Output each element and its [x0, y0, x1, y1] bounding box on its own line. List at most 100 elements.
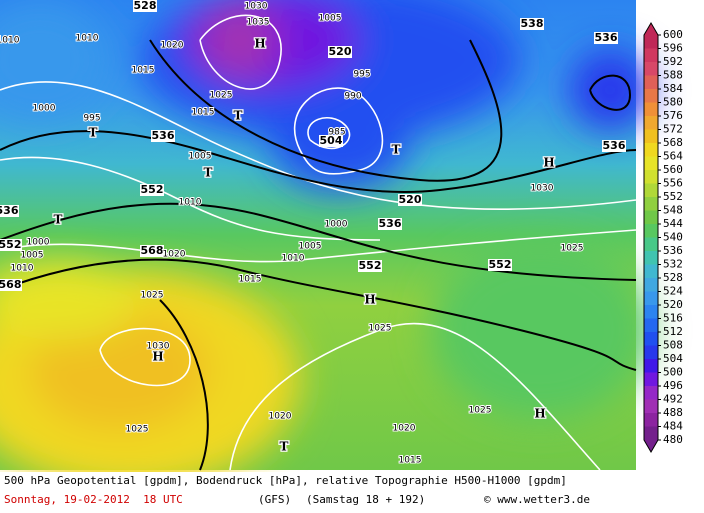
pressure-center: H: [254, 37, 265, 51]
colorbar-tick-label: 492: [663, 393, 683, 406]
colorbar-band: [644, 332, 658, 346]
colorbar-band: [644, 210, 658, 225]
isobar-label: 1015: [192, 108, 215, 118]
colorbar-band: [644, 197, 658, 211]
footer-title: 500 hPa Geopotential [gpdm], Bodendruck …: [4, 474, 567, 487]
height-label: 536: [152, 129, 175, 142]
colorbar-band: [644, 35, 658, 49]
isobar-label: 1000: [325, 220, 348, 230]
pressure-center: T: [280, 440, 289, 454]
height-label-box: [0, 205, 19, 217]
colorbar-band: [644, 386, 658, 400]
colorbar-tick-label: 488: [663, 406, 683, 419]
colorbar-tick-label: 568: [663, 136, 683, 149]
colorbar-band: [644, 129, 658, 144]
height-label: 520: [329, 45, 352, 58]
colorbar-band: [644, 372, 658, 387]
colorbar-tick-label: 588: [663, 69, 683, 82]
isobar-label: 1010: [76, 34, 99, 44]
pressure-center: T: [54, 213, 63, 227]
isobar-label: 1015: [132, 66, 155, 76]
colorbar-tick-label: 540: [663, 231, 683, 244]
height-label: 552: [489, 258, 512, 271]
colorbar-band: [644, 143, 658, 157]
colorbar-band: [644, 399, 658, 414]
colorbar-tick-label: 552: [663, 190, 683, 203]
isobar-label: 1025: [369, 324, 392, 334]
isobar-label: 1030: [531, 184, 554, 194]
colorbar-tick-label: 500: [663, 366, 683, 379]
isobar-label: 995: [83, 114, 100, 124]
weather-map: 528 1030 1035 H 1005 520 538 536 1010 1010 1020 101…: [0, 0, 683, 472]
colorbar-band: [644, 224, 658, 238]
isobar-label: 1020: [269, 412, 292, 422]
footer-date: Sonntag, 19-02-2012 18 UTC: [4, 493, 183, 506]
colorbar-tick-label: 548: [663, 204, 683, 217]
colorbar-band: [644, 345, 658, 360]
height-label-box: [133, 0, 157, 12]
colorbar-tick-label: 496: [663, 379, 683, 392]
isobar-label: 1005: [21, 251, 44, 261]
colorbar-tick-label: 580: [663, 96, 683, 109]
height-label: 536: [0, 204, 19, 217]
colorbar-arrow-bottom: [644, 440, 658, 452]
colorbar-tick-label: 480: [663, 433, 683, 446]
isobar-label: 1005: [299, 242, 322, 252]
height-label-box: [0, 239, 22, 251]
colorbar-band: [644, 102, 658, 117]
height-label: 520: [399, 193, 422, 206]
colorbar-band: [644, 62, 658, 76]
height-label-box: [520, 18, 544, 30]
height-label-box: [358, 260, 382, 272]
isobar-label: 990: [344, 92, 361, 102]
colorbar-band: [644, 75, 658, 90]
colorbar-tick-label: 532: [663, 258, 683, 271]
isobar-label: 1030: [245, 2, 268, 12]
height-label: 504: [320, 134, 343, 147]
isobar-label: 1020: [161, 41, 184, 51]
isobar-label: 1000: [27, 238, 50, 248]
colorbar-band: [644, 278, 658, 292]
height-label: 552: [0, 238, 21, 251]
isobar-label: 1020: [393, 424, 416, 434]
isobar-label: 1010: [282, 254, 305, 264]
isobar-label: 1010: [0, 36, 20, 46]
colorbar-tick-label: 528: [663, 271, 683, 284]
isobar-label: 1025: [561, 244, 584, 254]
colorbar-band: [644, 305, 658, 319]
height-label: 528: [134, 0, 157, 12]
colorbar-tick-label: 544: [663, 217, 683, 230]
isobar-label: 1025: [126, 425, 149, 435]
colorbar-tick-label: 524: [663, 285, 683, 298]
colorbar-tick-label: 536: [663, 244, 683, 257]
isobar-label: 1000: [33, 104, 56, 114]
height-label-box: [319, 135, 343, 147]
colorbar-tick-label: 564: [663, 150, 683, 163]
colorbar-band: [644, 251, 658, 265]
isobar-label: 1025: [469, 406, 492, 416]
pressure-center: T: [204, 166, 213, 180]
colorbar-tick-label: 512: [663, 325, 683, 338]
height-label-box: [398, 194, 422, 206]
height-label-box: [378, 218, 402, 230]
isobar-label: 1015: [239, 275, 262, 285]
pressure-center: T: [234, 109, 243, 123]
height-label-box: [140, 245, 164, 257]
colorbar-tick-label: 576: [663, 109, 683, 122]
colorbar-tick-label: 600: [663, 28, 683, 41]
pressure-center: H: [152, 350, 163, 364]
colorbar-band: [644, 89, 658, 103]
colorbar-band: [644, 426, 658, 441]
isobar-label: 1010: [11, 264, 34, 274]
height-label-box: [140, 184, 164, 196]
footer-site: © www.wetter3.de: [484, 493, 590, 506]
isobar-label: 1005: [319, 14, 342, 24]
colorbar-tick-label: 520: [663, 298, 683, 311]
pressure-center: H: [364, 293, 375, 307]
colorbar-band: [644, 48, 658, 63]
isobar-label: 995: [353, 70, 370, 80]
colorbar-band: [644, 264, 658, 279]
map-field: [0, 0, 650, 472]
pressure-center: H: [543, 156, 554, 170]
colorbar-tick-label: 596: [663, 42, 683, 55]
